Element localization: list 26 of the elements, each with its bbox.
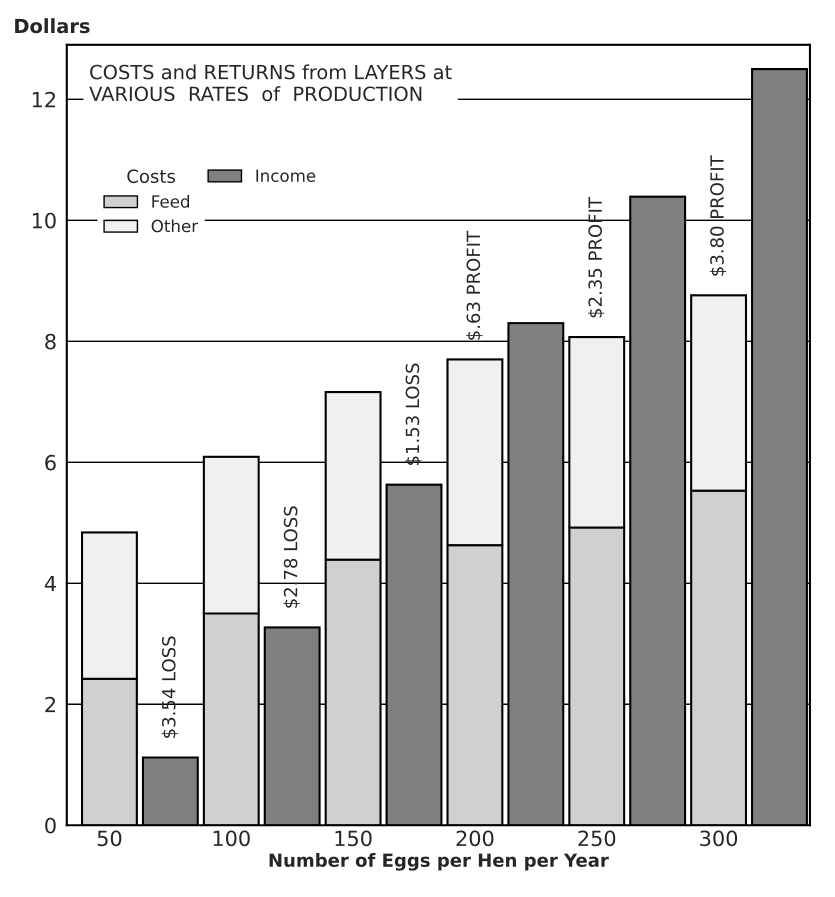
x-tick-label: 50 (98, 830, 122, 846)
text: COSTS and RETURNS from LAYERS at VARIOUS RATES of PRODUCTION (89, 64, 452, 102)
y-tick-label: 0 (45, 818, 56, 834)
x-tick-label: 200 (456, 830, 494, 846)
legend-label: Other (152, 219, 198, 232)
x-tick-label: 150 (336, 830, 372, 846)
y-axis-title: Dollars (15, 18, 90, 34)
annotation: $3.80 PROFIT (710, 155, 726, 276)
annotation: $2.78 LOSS (283, 506, 300, 608)
y-tick-label: 4 (44, 576, 56, 592)
y-tick-label: 10 (32, 212, 56, 228)
x-tick-label: 300 (700, 830, 738, 846)
legend-label: Income (256, 170, 316, 182)
legend-title: Costs (127, 169, 175, 184)
annotation: $2.35 PROFIT (588, 197, 604, 318)
annotation: $.63 PROFIT (466, 230, 483, 340)
annotation: $3.54 LOSS (162, 636, 178, 738)
y-tick-label: 12 (32, 92, 55, 108)
x-tick-label: 100 (214, 830, 250, 846)
y-tick-label: 6 (45, 454, 56, 470)
y-tick-label: 8 (45, 334, 56, 350)
x-tick-label: 250 (578, 830, 616, 846)
x-axis-title: Number of Eggs per Hen per Year (270, 853, 609, 871)
annotation: $1.53 LOSS (405, 364, 422, 466)
y-tick-label: 2 (45, 696, 55, 712)
legend-label: Feed (152, 194, 190, 208)
